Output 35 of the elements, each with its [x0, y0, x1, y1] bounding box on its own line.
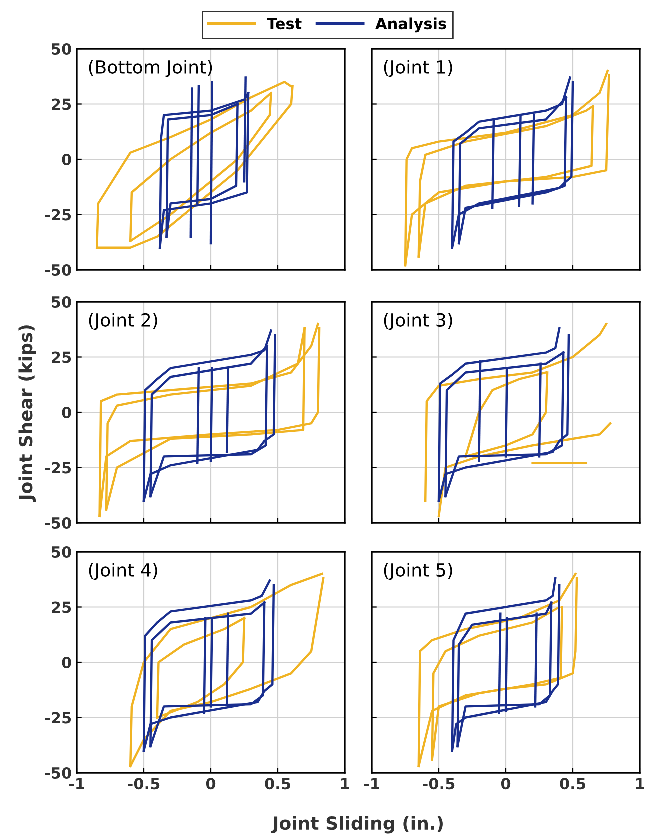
y-tick-label: -25 — [45, 462, 72, 474]
x-tick-label: -0.5 — [423, 778, 455, 790]
y-tick-label: -50 — [45, 517, 72, 530]
y-axis-title: Joint Shear (kips) — [18, 326, 36, 502]
annotation: (Joint 1) — [384, 60, 452, 78]
x-tick-label: 0.5 — [265, 778, 290, 790]
annotation: (Joint 2) — [89, 313, 158, 330]
x-tick-label: -0.5 — [128, 778, 160, 790]
annotation: (Joint 3) — [384, 313, 452, 330]
y-tick-label: -25 — [45, 712, 72, 724]
y-tick-label: 25 — [52, 352, 72, 364]
annotation: (Joint 4) — [89, 563, 158, 580]
y-tick-label: 50 — [52, 546, 72, 558]
y-tick-label: -50 — [45, 264, 72, 276]
y-tick-label: 0 — [62, 656, 72, 669]
x-tick-label: -1 — [364, 778, 380, 790]
annotation: (Joint 5) — [384, 563, 452, 580]
y-tick-label: -50 — [45, 767, 72, 780]
x-tick-label: 0 — [206, 778, 216, 790]
x-axis-title: Joint Sliding (in.) — [271, 816, 443, 834]
y-tick-label: 50 — [52, 296, 72, 308]
x-tick-label: 0.5 — [560, 778, 586, 790]
y-tick-label: 50 — [52, 43, 72, 56]
x-tick-label: 1 — [341, 778, 350, 790]
y-tick-label: -25 — [45, 209, 72, 221]
x-tick-label: -1 — [69, 778, 84, 790]
y-tick-label: 25 — [52, 602, 72, 614]
y-tick-label: 0 — [62, 154, 72, 166]
x-tick-label: 1 — [636, 778, 644, 790]
x-tick-label: 0 — [501, 778, 511, 790]
legend-label: Test — [267, 18, 302, 30]
legend-label: Analysis — [376, 18, 446, 33]
y-tick-label: 25 — [52, 98, 72, 110]
annotation: (Bottom Joint) — [89, 60, 212, 78]
y-tick-label: 0 — [62, 406, 72, 419]
